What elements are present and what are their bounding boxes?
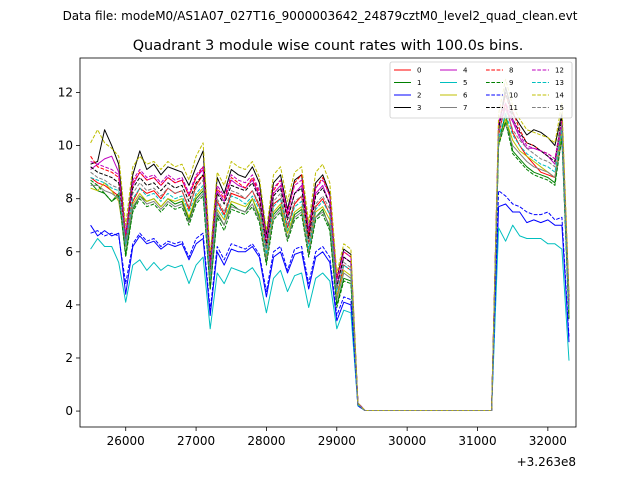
- y-tick-label: 6: [65, 245, 73, 259]
- legend-label-4: 4: [463, 67, 468, 75]
- x-tick-label: 28000: [247, 434, 285, 448]
- legend-label-3: 3: [417, 104, 421, 112]
- y-axis: 0 2 4 6 8 10 12: [58, 86, 80, 418]
- legend-label-1: 1: [417, 79, 421, 87]
- legend-label-10: 10: [509, 92, 518, 100]
- legend-label-6: 6: [463, 92, 468, 100]
- legend-label-0: 0: [417, 67, 421, 75]
- legend-label-5: 5: [463, 79, 467, 87]
- legend-label-12: 12: [555, 67, 564, 75]
- series-line-13: [90, 113, 570, 411]
- series-line-12: [90, 102, 570, 411]
- x-offset-label: +3.263e8: [517, 455, 576, 469]
- plot-area: [90, 78, 570, 411]
- x-tick-label: 29000: [318, 434, 356, 448]
- y-tick-label: 2: [65, 351, 73, 365]
- series-line-10: [90, 190, 570, 411]
- series-line-9: [90, 121, 570, 411]
- axes-frame: [79, 57, 577, 428]
- x-tick-label: 27000: [177, 434, 215, 448]
- legend-label-8: 8: [509, 67, 513, 75]
- y-tick-label: 0: [65, 404, 73, 418]
- series-line-5: [90, 224, 570, 411]
- y-tick-label: 8: [65, 192, 73, 206]
- legend-label-7: 7: [463, 104, 467, 112]
- x-tick-label: 32000: [529, 434, 567, 448]
- legend-label-11: 11: [509, 104, 518, 112]
- suptitle: Data file: modeM0/AS1A07_027T16_90000036…: [63, 9, 578, 23]
- legend-box: [389, 61, 573, 119]
- y-tick-label: 12: [58, 86, 73, 100]
- chart-title: Quadrant 3 module wise count rates with …: [133, 38, 524, 54]
- x-axis: 26000 27000 28000 29000 30000 31000 32000: [107, 427, 567, 448]
- x-tick-label: 30000: [388, 434, 426, 448]
- legend-label-9: 9: [509, 79, 513, 87]
- legend-label-14: 14: [555, 92, 564, 100]
- y-tick-label: 4: [65, 298, 73, 312]
- legend-label-13: 13: [555, 79, 564, 87]
- legend-label-15: 15: [555, 104, 564, 112]
- y-tick-label: 10: [58, 139, 73, 153]
- legend-label-2: 2: [417, 92, 421, 100]
- x-tick-label: 31000: [458, 434, 496, 448]
- x-tick-label: 26000: [107, 434, 145, 448]
- series-line-14: [90, 78, 570, 411]
